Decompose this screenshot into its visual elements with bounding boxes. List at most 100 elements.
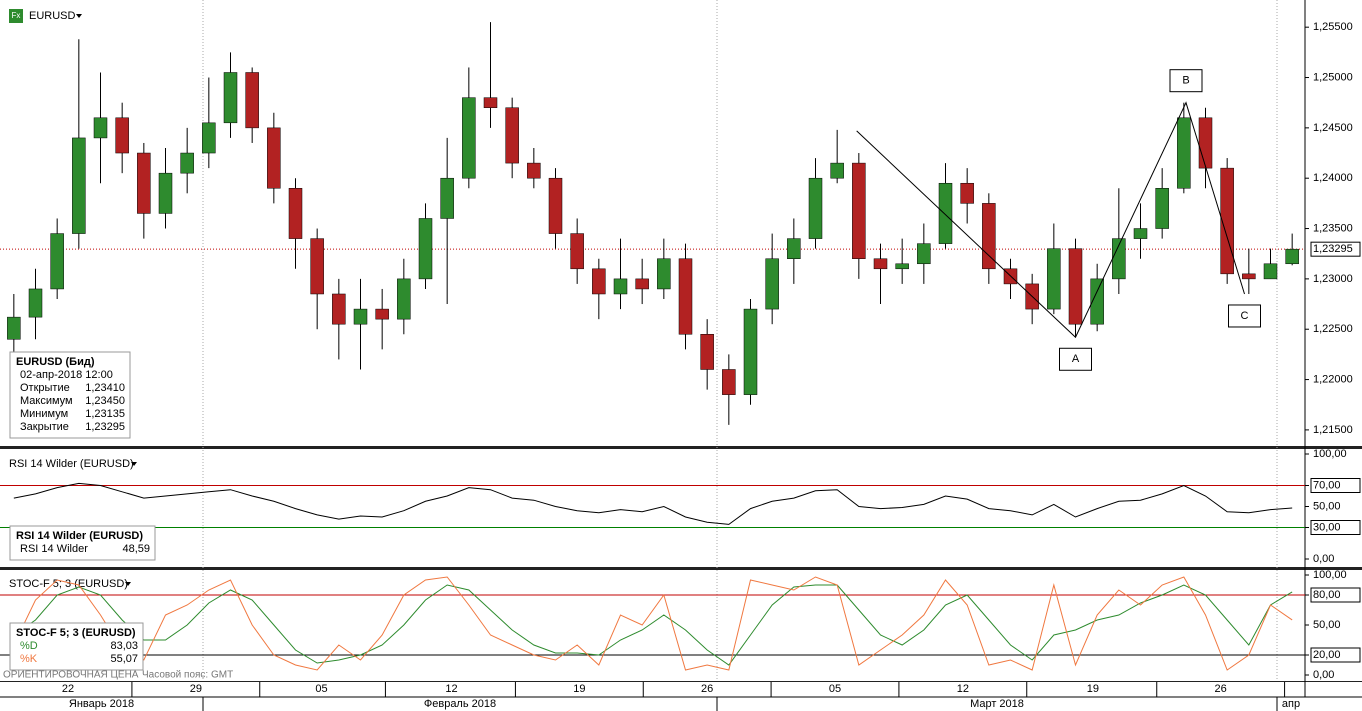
dropdown-arrow[interactable]: [76, 14, 82, 18]
info-row-value: 1,23135: [85, 408, 125, 420]
info-row-label: Максимум: [20, 395, 73, 407]
candle-body: [830, 162, 844, 179]
panel-separator: [0, 446, 1362, 449]
candle-body: [787, 238, 801, 259]
wave-label: B: [1182, 75, 1189, 87]
y-tick-label: 1,21500: [1313, 424, 1353, 436]
rsi-panel-title[interactable]: RSI 14 Wilder (EURUSD): [9, 458, 134, 470]
candle-body: [960, 182, 974, 204]
x-tick-label: 05: [315, 683, 327, 695]
info-row-label: %K: [20, 653, 38, 665]
candle-body: [288, 188, 303, 239]
indicator-line: [13, 482, 1293, 525]
wave-label: A: [1072, 353, 1080, 365]
candle-body: [548, 177, 563, 234]
x-tick-label: 22: [62, 683, 74, 695]
y-tick-label: 1,23000: [1313, 273, 1353, 285]
candle-body: [722, 369, 736, 395]
fx-icon: [9, 9, 23, 23]
indicator-line: [13, 584, 1293, 666]
y-tick-label: 0,00: [1313, 553, 1334, 565]
candle-body: [570, 233, 584, 270]
y-tick-label: 1,22500: [1313, 323, 1353, 335]
y-tick-label: 50,00: [1313, 500, 1341, 512]
y-tick-label: 1,25500: [1313, 21, 1353, 33]
info-title: EURUSD (Бид): [16, 356, 95, 368]
x-tick-label: 29: [190, 683, 202, 695]
info-row-value: 83,03: [110, 640, 138, 652]
info-box: [9, 351, 131, 439]
candle-body: [808, 177, 823, 239]
x-tick-label: 19: [573, 683, 585, 695]
timezone: Часовой пояс: GMT: [142, 670, 233, 681]
candle-body: [310, 238, 324, 295]
candle-body: [353, 308, 368, 325]
x-tick-label: 12: [957, 683, 969, 695]
wave-label-box: [1228, 304, 1261, 328]
wave-label: C: [1241, 310, 1249, 322]
candle-body: [332, 293, 346, 325]
level-label-box: [1310, 520, 1361, 535]
candle-body: [50, 233, 64, 290]
candle-body: [1263, 263, 1278, 280]
price-mode: ОРИЕНТИРОВОЧНАЯ ЦЕНА: [3, 670, 139, 681]
x-tick-label: 19: [1087, 683, 1099, 695]
candle-body: [440, 177, 454, 219]
candle-body: [223, 72, 238, 124]
info-row-label: RSI 14 Wilder: [20, 543, 88, 555]
info-row-label: Минимум: [20, 408, 68, 420]
candle-body: [202, 122, 216, 154]
candle-body: [267, 127, 281, 189]
info-row-label: Закрытие: [20, 421, 69, 433]
candle-body: [158, 172, 173, 214]
candle-body: [873, 258, 888, 270]
candle-body: [917, 243, 931, 265]
candle-body: [245, 72, 259, 129]
panel-separator: [0, 681, 1362, 682]
dropdown-arrow[interactable]: [131, 462, 137, 466]
candle-body: [1133, 228, 1148, 239]
candle-body: [657, 258, 671, 290]
candle-body: [895, 263, 909, 270]
candle-body: [1090, 278, 1104, 325]
info-row-label: %D: [20, 640, 38, 652]
x-tick-label: 26: [1215, 683, 1227, 695]
candle-body: [852, 162, 866, 259]
info-row-value: 48,59: [122, 543, 150, 555]
last-price-label: 1,23295: [1313, 243, 1353, 255]
y-tick-label: 1,25000: [1313, 71, 1353, 83]
wave-line: [856, 101, 1245, 339]
info-box: [9, 622, 144, 671]
candle-body: [505, 107, 519, 164]
info-row-value: 1,23410: [85, 382, 125, 394]
candle-body: [1177, 117, 1191, 189]
candle-body: [1155, 188, 1169, 229]
candle-body: [462, 97, 476, 179]
candle-body: [1285, 248, 1299, 265]
dropdown-arrow[interactable]: [125, 582, 131, 586]
candle-body: [418, 218, 433, 280]
candle-body: [678, 258, 693, 335]
y-tick-label: 0,00: [1313, 669, 1334, 681]
y-tick-label: 30,00: [1313, 521, 1341, 533]
candle-body: [72, 137, 86, 234]
candle-body: [1242, 273, 1256, 280]
symbol-label[interactable]: EURUSD: [29, 10, 76, 22]
candle-body: [180, 152, 194, 174]
y-tick-label: 1,23500: [1313, 222, 1353, 234]
y-tick-label: 100,00: [1313, 448, 1347, 460]
month-label: Февраль 2018: [424, 698, 496, 710]
info-row-label: Открытие: [20, 382, 70, 394]
candle-body: [765, 258, 779, 310]
candle-body: [635, 278, 649, 290]
info-row-value: 55,07: [110, 653, 138, 665]
y-tick-label: 80,00: [1313, 589, 1341, 601]
level-label-box: [1310, 647, 1361, 663]
candle-body: [115, 117, 129, 154]
level-label-box: [1310, 587, 1361, 603]
y-tick-label: 100,00: [1313, 569, 1347, 581]
y-tick-label: 1,24500: [1313, 122, 1353, 134]
y-tick-label: 1,24000: [1313, 172, 1353, 184]
stoch-panel-title[interactable]: STOC-F 5; 3 (EURUSD): [9, 578, 128, 590]
